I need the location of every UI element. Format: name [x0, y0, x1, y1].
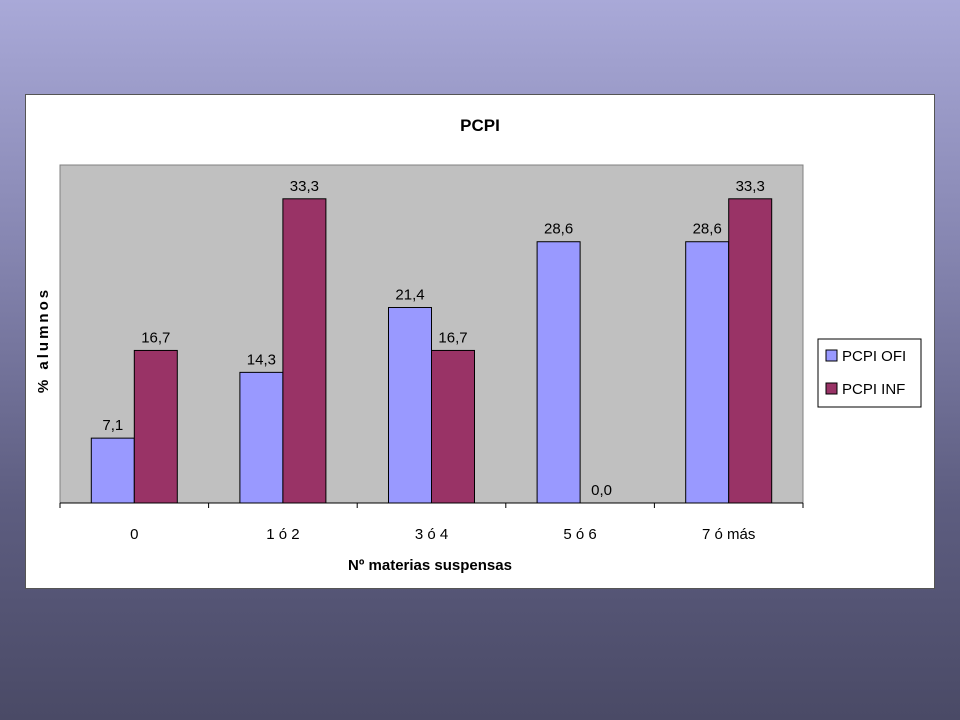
chart-svg: PCPI 7,1 16,7 14,3 33,3 21,4 16,7 28,6 0,0 28,6 3… [35, 116, 922, 574]
x-axis-label: Nº materias suspensas [348, 557, 512, 574]
x-tick-label-2: 3 ó 4 [415, 526, 448, 543]
bar-series1-cat0 [133, 349, 178, 504]
chart-frame: PCPI 7,1 16,7 14,3 33,3 21,4 16,7 28,6 0,0 28,6 3… [25, 94, 935, 589]
x-tick-label-1: 1 ó 2 [266, 526, 299, 543]
y-axis-label: % alumnos [35, 287, 52, 393]
bar-series1-cat1 [282, 198, 327, 504]
bar-series0-cat4 [685, 241, 730, 504]
legend-swatch-pcpi-inf [825, 382, 838, 395]
bar-series0-cat1 [239, 371, 284, 504]
bar-series1-cat4 [728, 198, 773, 504]
data-label-series0-cat1: 14,3 [247, 351, 276, 368]
bar-labels-group: 7,1 16,7 14,3 33,3 21,4 16,7 28,6 0,0 28,6 33,3 [102, 178, 764, 499]
bar-series0-cat3 [536, 241, 581, 504]
data-label-series1-cat1: 33,3 [290, 178, 319, 195]
data-label-series1-cat0: 16,7 [141, 329, 170, 346]
data-label-series0-cat3: 28,6 [544, 221, 573, 238]
bar-series1-cat2 [431, 349, 475, 504]
legend: PCPI OFI PCPI INF [817, 338, 922, 408]
data-label-series0-cat0: 7,1 [102, 417, 123, 434]
bar-series0-cat0 [90, 437, 135, 504]
data-label-series1-cat2: 16,7 [438, 329, 467, 346]
x-tick-label-3: 5 ó 6 [563, 526, 596, 543]
data-label-series0-cat4: 28,6 [693, 221, 722, 238]
legend-label-pcpi-inf: PCPI INF [842, 381, 905, 398]
data-label-series0-cat2: 21,4 [395, 287, 424, 304]
x-tick-label-4: 7 ó más [702, 526, 755, 543]
bar-series0-cat2 [388, 307, 432, 504]
legend-swatch-pcpi-ofi [825, 349, 838, 362]
chart-title: PCPI [460, 116, 500, 135]
data-label-series1-cat4: 33,3 [736, 178, 765, 195]
data-label-series1-cat3: 0,0 [591, 482, 612, 499]
x-ticks-group: 0 1 ó 2 3 ó 4 5 ó 6 7 ó más [59, 503, 804, 543]
legend-label-pcpi-ofi: PCPI OFI [842, 348, 906, 365]
bars-group [90, 198, 773, 504]
x-tick-label-0: 0 [130, 526, 138, 543]
